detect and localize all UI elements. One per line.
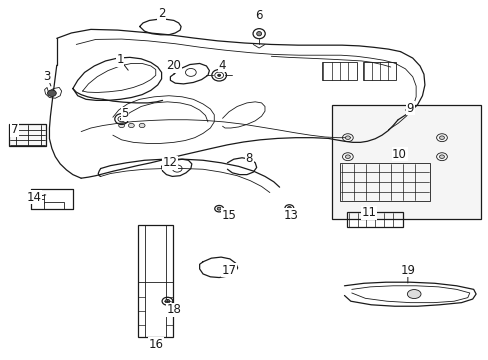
Ellipse shape [345,155,349,158]
Text: 8: 8 [245,152,253,165]
Bar [362,62,395,80]
Ellipse shape [128,123,134,128]
Ellipse shape [345,136,349,139]
Ellipse shape [256,32,261,36]
Text: 7: 7 [11,123,18,136]
Ellipse shape [120,118,122,120]
Ellipse shape [164,300,169,303]
Text: 18: 18 [166,303,181,316]
Bar [43,202,64,209]
Text: 13: 13 [283,209,298,222]
Text: 19: 19 [400,264,414,277]
Text: 5: 5 [121,107,128,120]
Bar [138,225,173,337]
Text: 4: 4 [218,59,226,72]
Text: 2: 2 [158,7,165,20]
Text: 9: 9 [406,102,413,115]
Ellipse shape [217,74,220,76]
Text: 17: 17 [221,264,236,277]
Ellipse shape [217,207,221,210]
Bar [346,212,402,227]
Text: 11: 11 [361,207,376,220]
Ellipse shape [439,155,444,158]
Ellipse shape [119,123,124,128]
Text: 10: 10 [391,148,406,161]
Text: 3: 3 [43,69,51,82]
Ellipse shape [139,123,145,128]
Text: 6: 6 [255,9,263,22]
Text: 12: 12 [163,156,178,169]
Text: 16: 16 [148,338,163,351]
Bar [9,125,46,146]
Bar [339,163,429,201]
Bar [321,62,356,80]
Ellipse shape [47,90,56,96]
Text: 15: 15 [221,209,236,222]
Text: 14: 14 [26,191,41,204]
Bar [331,105,480,220]
Text: 1: 1 [116,53,123,66]
Ellipse shape [287,207,291,210]
Text: 20: 20 [166,59,181,72]
Ellipse shape [439,136,444,139]
Ellipse shape [407,289,420,298]
